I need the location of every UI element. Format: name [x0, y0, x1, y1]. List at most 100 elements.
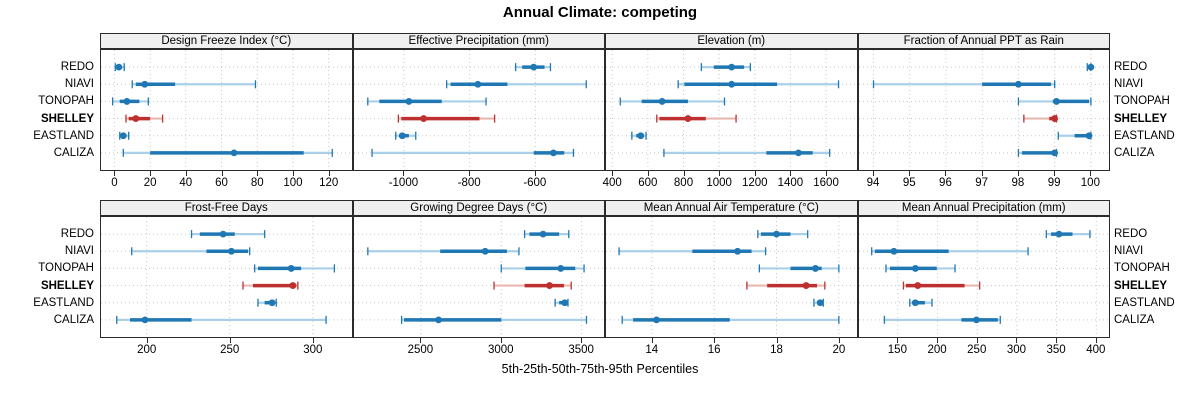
- axis-tick: [312, 338, 314, 343]
- axis-tick-label: 0: [111, 177, 118, 189]
- axis-tick: [714, 338, 716, 343]
- axis-tick-label: 250: [220, 344, 240, 356]
- series-niavi: [131, 247, 251, 256]
- axis-tick-label: 40: [179, 177, 193, 189]
- series-tonopah: [366, 97, 487, 106]
- median-dot-redo: [219, 230, 227, 238]
- panel-plot-design-freeze-index-c: [101, 50, 351, 170]
- series-shelley: [902, 281, 980, 290]
- axis-tick: [257, 171, 259, 176]
- axis-tick-label: 150: [887, 344, 907, 356]
- axis-tick: [754, 171, 756, 176]
- axis-tick: [185, 171, 187, 176]
- site-label-left-caliza: CALIZA: [53, 146, 94, 159]
- median-dot-caliza: [1050, 149, 1058, 157]
- axis-tick: [1056, 338, 1058, 343]
- site-label-right-niavi: NIAVI: [1114, 78, 1144, 91]
- series-caliza: [1017, 148, 1058, 157]
- axis-tick-label: 120: [319, 177, 339, 189]
- series-redo: [1086, 63, 1094, 72]
- site-label-left-niavi: NIAVI: [64, 78, 94, 91]
- series-niavi: [872, 80, 1055, 89]
- panel-plot-fraction-of-annual-ppt-as-rain: [858, 50, 1109, 170]
- axis-tick: [146, 338, 148, 343]
- series-redo: [700, 63, 751, 72]
- series-redo: [114, 63, 125, 72]
- axis-tick: [976, 338, 978, 343]
- axis-tick-label: 200: [137, 344, 157, 356]
- panel-plot-mean-annual-air-temperature-c: [606, 217, 856, 337]
- median-dot-niavi: [734, 247, 741, 255]
- axis-tick-label: 200: [927, 344, 947, 356]
- median-dot-caliza: [653, 316, 660, 324]
- site-label-left-shelley: SHELLEY: [40, 112, 94, 125]
- percentiles-caption: 5th-25th-50th-75th-95th Percentiles: [501, 362, 699, 376]
- median-dot-caliza: [972, 316, 980, 324]
- axis-tick-label: 1400: [777, 177, 804, 189]
- series-caliza: [116, 315, 327, 324]
- median-dot-shelley: [545, 282, 553, 289]
- site-label-left-tonopah: TONOPAH: [38, 262, 94, 275]
- axis-tick-label: 1600: [813, 177, 839, 189]
- site-label-right-shelley: SHELLEY: [1114, 112, 1168, 125]
- series-redo: [190, 230, 266, 239]
- series-shelley: [746, 281, 826, 290]
- series-eastland: [394, 131, 416, 140]
- median-dot-caliza: [230, 149, 238, 157]
- axis-tick-label: 2500: [407, 344, 434, 356]
- median-dot-tonopah: [556, 265, 564, 272]
- median-dot-eastland: [1085, 132, 1092, 140]
- axis-tick-label: 16: [707, 344, 721, 356]
- series-niavi: [870, 247, 1029, 256]
- axis-tick: [1017, 171, 1019, 176]
- series-tonopah: [619, 97, 726, 106]
- axis-tick-label: 350: [1046, 344, 1066, 356]
- median-dot-tonopah: [812, 265, 819, 272]
- median-dot-shelley: [132, 115, 140, 122]
- median-dot-niavi: [227, 247, 235, 255]
- axis-tick: [838, 338, 840, 343]
- series-tonopah: [884, 264, 956, 273]
- panel-effective-precipitation-mm: [352, 49, 605, 171]
- median-dot-eastland: [816, 299, 824, 307]
- axis-tick: [114, 171, 116, 176]
- axis-tick-label: 300: [1006, 344, 1027, 356]
- panel-plot-growing-degree-days-c: [353, 217, 604, 337]
- series-shelley: [125, 114, 164, 123]
- axis-tick-label: 800: [673, 177, 694, 189]
- median-dot-redo: [773, 230, 780, 238]
- axis-tick: [1090, 171, 1092, 176]
- axis-tick: [647, 171, 649, 176]
- series-niavi: [366, 247, 520, 256]
- axis-tick: [221, 171, 223, 176]
- axis-tick-label: 400: [602, 177, 622, 189]
- median-dot-niavi: [1014, 80, 1022, 88]
- axis-tick: [909, 171, 911, 176]
- panel-mean-annual-precipitation-mm: [857, 216, 1110, 338]
- axis-tick-label: 3000: [487, 344, 514, 356]
- series-shelley: [1022, 114, 1058, 123]
- axis-tick-label: 400: [1086, 344, 1106, 356]
- series-niavi: [445, 80, 587, 89]
- axis-tick: [1095, 338, 1097, 343]
- median-dot-redo: [539, 230, 546, 238]
- median-dot-tonopah: [1052, 98, 1060, 105]
- axis-tick-label: 600: [638, 177, 658, 189]
- site-label-left-eastland: EASTLAND: [33, 129, 94, 142]
- median-dot-redo: [529, 63, 537, 71]
- panel-strip-frost-free-days: Frost-Free Days: [100, 200, 353, 216]
- panel-fraction-of-annual-ppt-as-rain: [857, 49, 1110, 171]
- panel-growing-degree-days-c: [352, 216, 605, 338]
- axis-tick: [469, 171, 471, 176]
- axis-tick: [150, 171, 152, 176]
- median-dot-eastland: [911, 299, 919, 307]
- axis-tick-label: 300: [303, 344, 323, 356]
- median-dot-caliza: [549, 149, 557, 157]
- panel-mean-annual-air-temperature-c: [605, 216, 858, 338]
- median-dot-tonopah: [911, 265, 919, 272]
- median-dot-redo: [115, 63, 123, 71]
- series-eastland: [631, 131, 647, 140]
- axis-tick-label: 1200: [741, 177, 768, 189]
- axis-tick: [897, 338, 899, 343]
